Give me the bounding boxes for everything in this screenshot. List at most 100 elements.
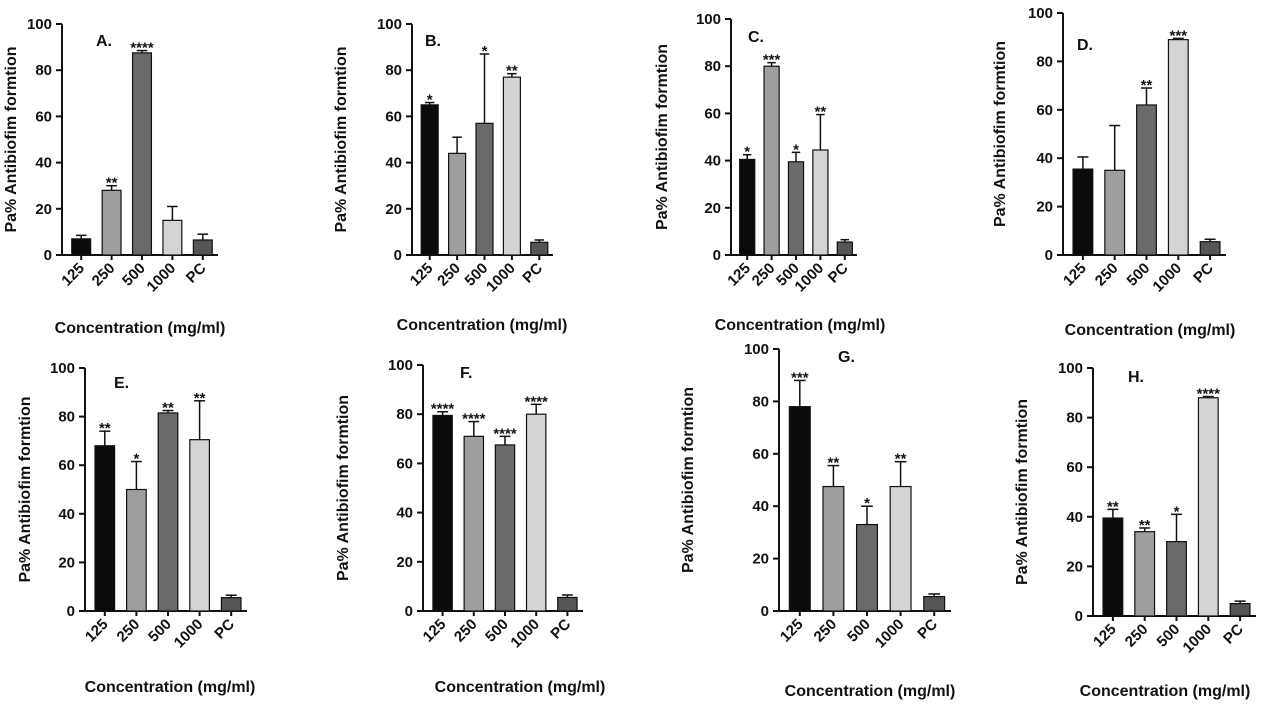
y-tick-label: 20 [752, 551, 769, 568]
bar-pc [1199, 241, 1221, 256]
y-tick-label: 100 [1028, 5, 1053, 22]
y-tick-label: 100 [50, 360, 75, 377]
significance-label: **** [525, 393, 549, 410]
y-tick-label: 60 [58, 457, 75, 474]
x-axis-label: Concentration (mg/ml) [785, 683, 956, 700]
y-tick-label: 40 [35, 155, 52, 172]
bar-pc [557, 596, 578, 612]
y-tick-label: 20 [1036, 199, 1053, 216]
x-tick-label: 1000 [872, 616, 908, 652]
y-axis-label: Pa% Antibiofim formtion [335, 395, 352, 581]
bar-125 [739, 158, 756, 256]
chart-panel-h: 0 20 40 60 80 100 Pa% Antibiofim formtion Conce… [1014, 360, 1256, 700]
panel-label: G. [838, 349, 855, 366]
chart-panel-g: 0 20 40 60 80 100 Pa% Antibiofim formtion Conce… [680, 341, 955, 700]
significance-label: ** [194, 390, 206, 407]
significance-label: ** [99, 420, 111, 437]
x-tick-label: 500 [482, 616, 512, 646]
significance-label: * [864, 495, 870, 512]
bar-pc [836, 241, 853, 256]
bar-pc [923, 595, 946, 612]
significance-label: ** [1107, 498, 1119, 515]
bar-250 [763, 65, 780, 256]
panel-label: F. [460, 365, 472, 382]
y-tick-label: 0 [394, 247, 402, 264]
y-tick-label: 80 [1036, 53, 1053, 70]
significance-label: *** [763, 52, 781, 69]
y-tick-label: 60 [1036, 102, 1053, 119]
x-tick-label: 250 [1122, 621, 1152, 651]
y-tick-label: 20 [704, 200, 721, 217]
significance-label: **** [431, 401, 455, 418]
x-axis-label: Concentration (mg/ml) [85, 679, 256, 696]
chart-panel-d: 0 20 40 60 80 100 Pa% Antibiofim formtion Conce… [992, 5, 1235, 339]
x-axis-label: Concentration (mg/ml) [715, 317, 886, 334]
x-tick-label: PC [1190, 260, 1217, 287]
x-tick-label: 125 [724, 260, 754, 290]
x-tick-label: PC [519, 260, 546, 287]
bar-pc [530, 241, 549, 256]
significance-label: ** [1139, 517, 1151, 534]
x-axis-label: Concentration (mg/ml) [1080, 683, 1251, 700]
y-tick-label: 60 [385, 108, 402, 125]
y-tick-label: 60 [396, 455, 413, 472]
y-tick-label: 40 [1036, 150, 1053, 167]
bar-1000 [525, 413, 547, 612]
x-tick-label: 500 [844, 616, 874, 646]
x-tick-label: PC [183, 260, 210, 287]
x-tick-label: 250 [434, 260, 464, 290]
x-tick-label: PC [547, 616, 574, 643]
x-tick-label: 250 [451, 616, 481, 646]
chart-panel-c: 0 20 40 60 80 100 Pa% Antibiofim formtion Conce… [654, 11, 885, 334]
y-tick-label: 60 [752, 446, 769, 463]
y-tick-label: 20 [58, 554, 75, 571]
x-tick-label: 125 [82, 616, 112, 646]
x-axis-label: Concentration (mg/ml) [55, 320, 226, 337]
y-tick-label: 0 [405, 603, 413, 620]
x-tick-label: 250 [811, 616, 841, 646]
x-tick-label: 1000 [507, 616, 543, 652]
bar-125 [420, 104, 439, 256]
bar-1000 [1167, 39, 1189, 256]
bar-500 [1166, 540, 1187, 617]
x-tick-label: 125 [407, 260, 437, 290]
panel-label: D. [1077, 37, 1093, 54]
y-tick-label: 40 [396, 505, 413, 522]
bar-1000 [189, 439, 210, 612]
y-tick-label: 40 [58, 506, 75, 523]
x-tick-label: 250 [749, 260, 779, 290]
x-tick-label: 250 [1092, 260, 1122, 290]
y-tick-label: 0 [67, 603, 75, 620]
x-tick-label: 500 [1124, 260, 1154, 290]
y-tick-label: 20 [396, 554, 413, 571]
x-tick-label: PC [1220, 621, 1247, 648]
y-tick-label: 20 [385, 201, 402, 218]
y-tick-label: 20 [1066, 558, 1083, 575]
significance-label: ** [506, 63, 518, 80]
significance-label: **** [130, 40, 154, 57]
bar-250 [126, 488, 147, 612]
y-axis-label: Pa% Antibiofim formtion [17, 396, 34, 582]
y-axis-label: Pa% Antibiofim formtion [680, 387, 697, 573]
chart-panel-e: 0 20 40 60 80 100 Pa% Antibiofim formtion Conce… [17, 360, 255, 696]
bar-125 [432, 414, 453, 612]
y-axis-label: Pa% Antibiofim formtion [1014, 399, 1031, 585]
x-tick-label: 250 [89, 260, 119, 290]
bar-500 [855, 523, 879, 612]
x-tick-label: PC [825, 260, 852, 287]
bar-500 [157, 412, 179, 612]
panel-label: H. [1128, 369, 1144, 386]
x-tick-label: 125 [58, 260, 88, 290]
significance-label: * [1174, 503, 1180, 520]
bar-250 [822, 485, 845, 612]
y-tick-label: 40 [752, 498, 769, 515]
y-tick-label: 80 [58, 409, 75, 426]
x-tick-label: 1000 [1180, 621, 1216, 657]
x-tick-label: 125 [1060, 260, 1090, 290]
significance-label: ** [815, 104, 827, 121]
y-tick-label: 100 [696, 11, 721, 28]
bar-pc [1229, 602, 1251, 617]
significance-label: * [482, 43, 488, 60]
bar-250 [448, 152, 467, 256]
